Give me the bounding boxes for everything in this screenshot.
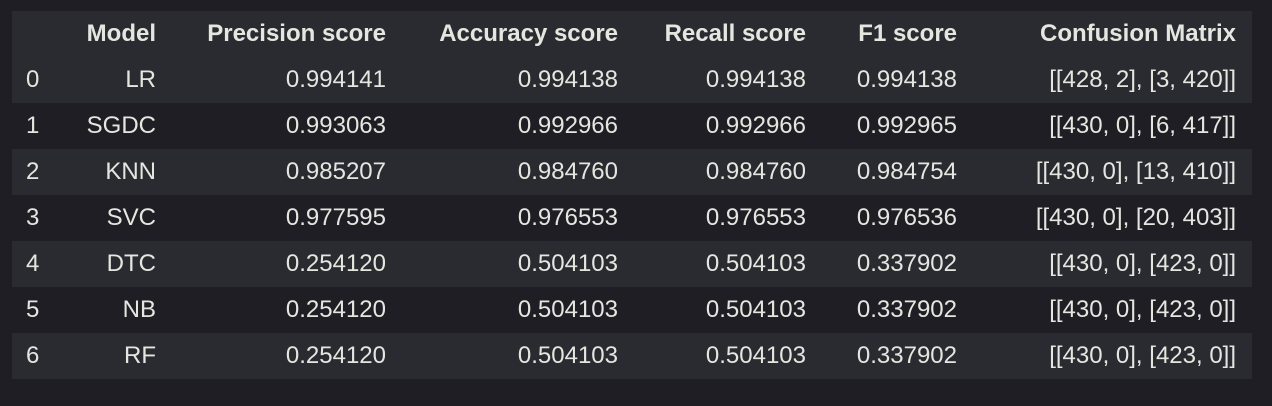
header-row: Model Precision score Accuracy score Rec… [12, 11, 1252, 57]
header-f1: F1 score [858, 20, 957, 47]
header-precision: Precision score [207, 20, 386, 47]
row-index: 1 [26, 112, 40, 139]
cell-confusion-matrix: [[430, 0], [6, 417]] [1049, 112, 1236, 139]
cell-model: SGDC [86, 112, 156, 139]
cell-precision: 0.254120 [285, 296, 386, 323]
cell-precision: 0.254120 [285, 250, 386, 277]
header-recall: Recall score [664, 20, 806, 47]
cell-confusion-matrix: [[430, 0], [13, 410]] [1035, 158, 1236, 185]
cell-recall: 0.976553 [705, 204, 806, 231]
cell-precision: 0.994141 [285, 66, 386, 93]
row-index: 5 [26, 296, 40, 323]
table-row: 6 RF 0.254120 0.504103 0.504103 0.337902… [12, 333, 1252, 379]
cell-recall: 0.992966 [705, 112, 806, 139]
cell-confusion-matrix: [[428, 2], [3, 420]] [1049, 66, 1236, 93]
cell-precision: 0.254120 [285, 342, 386, 369]
row-index: 6 [26, 342, 40, 369]
cell-accuracy: 0.504103 [517, 296, 618, 323]
cell-f1: 0.992965 [856, 112, 957, 139]
cell-f1: 0.337902 [856, 250, 957, 277]
cell-model: RF [124, 342, 156, 369]
row-index: 0 [26, 66, 40, 93]
table-row: 5 NB 0.254120 0.504103 0.504103 0.337902… [12, 287, 1252, 333]
cell-precision: 0.993063 [285, 112, 386, 139]
row-index: 3 [26, 204, 40, 231]
table-row: 1 SGDC 0.993063 0.992966 0.992966 0.9929… [12, 103, 1252, 149]
cell-model: KNN [105, 158, 156, 185]
cell-accuracy: 0.504103 [517, 342, 618, 369]
header-confusion-matrix: Confusion Matrix [1040, 20, 1236, 47]
cell-recall: 0.504103 [705, 296, 806, 323]
cell-f1: 0.984754 [856, 158, 957, 185]
cell-accuracy: 0.504103 [517, 250, 618, 277]
cell-f1: 0.976536 [856, 204, 957, 231]
table-row: 2 KNN 0.985207 0.984760 0.984760 0.98475… [12, 149, 1252, 195]
cell-confusion-matrix: [[430, 0], [20, 403]] [1035, 204, 1236, 231]
table-row: 0 LR 0.994141 0.994138 0.994138 0.994138… [12, 57, 1252, 103]
cell-recall: 0.504103 [705, 250, 806, 277]
cell-confusion-matrix: [[430, 0], [423, 0]] [1049, 342, 1236, 369]
results-table: Model Precision score Accuracy score Rec… [12, 11, 1252, 379]
cell-recall: 0.984760 [705, 158, 806, 185]
cell-f1: 0.337902 [856, 342, 957, 369]
cell-recall: 0.994138 [705, 66, 806, 93]
cell-f1: 0.994138 [856, 66, 957, 93]
cell-model: DTC [106, 250, 156, 277]
cell-accuracy: 0.976553 [517, 204, 618, 231]
cell-precision: 0.985207 [285, 158, 386, 185]
header-accuracy: Accuracy score [439, 20, 618, 47]
table-row: 4 DTC 0.254120 0.504103 0.504103 0.33790… [12, 241, 1252, 287]
header-model: Model [86, 20, 156, 47]
header-index [12, 11, 74, 57]
cell-model: SVC [106, 204, 156, 231]
cell-recall: 0.504103 [705, 342, 806, 369]
cell-accuracy: 0.992966 [517, 112, 618, 139]
cell-model: LR [125, 66, 156, 93]
dataframe-output: Model Precision score Accuracy score Rec… [12, 11, 1252, 379]
cell-precision: 0.977595 [285, 204, 386, 231]
cell-accuracy: 0.984760 [517, 158, 618, 185]
table-row: 3 SVC 0.977595 0.976553 0.976553 0.97653… [12, 195, 1252, 241]
cell-accuracy: 0.994138 [517, 66, 618, 93]
cell-f1: 0.337902 [856, 296, 957, 323]
cell-model: NB [122, 296, 156, 323]
cell-confusion-matrix: [[430, 0], [423, 0]] [1049, 250, 1236, 277]
row-index: 2 [26, 158, 40, 185]
row-index: 4 [26, 250, 40, 277]
cell-confusion-matrix: [[430, 0], [423, 0]] [1049, 296, 1236, 323]
